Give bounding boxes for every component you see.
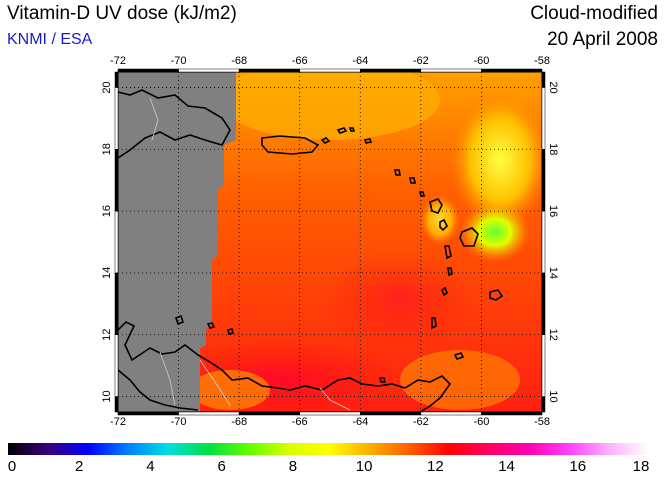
frame-band-left bbox=[114, 149, 119, 212]
lon-label-bottom: -58 bbox=[534, 416, 550, 428]
colorbar-tick-label: 0 bbox=[7, 458, 17, 475]
colorbar-tick-label: 12 bbox=[426, 458, 444, 475]
dose-field bbox=[118, 72, 542, 412]
lon-label-top: -66 bbox=[292, 55, 308, 67]
lon-label-bottom: -72 bbox=[110, 416, 126, 428]
frame-band-left bbox=[114, 396, 119, 413]
colorbar-tick-label: 14 bbox=[498, 458, 515, 475]
colorbar-tick-label: 4 bbox=[146, 458, 155, 475]
lat-label-left: 14 bbox=[101, 267, 113, 279]
frame-band-bottom bbox=[420, 411, 482, 416]
lon-label-bottom: -70 bbox=[171, 416, 187, 428]
lat-label-right: 10 bbox=[547, 390, 559, 402]
frame-band-bottom bbox=[360, 411, 422, 416]
frame-band-bottom bbox=[481, 411, 543, 416]
colorbar bbox=[8, 443, 649, 455]
lon-label-bottom: -62 bbox=[413, 416, 429, 428]
lon-label-bottom: -64 bbox=[352, 416, 368, 428]
lat-label-right: 16 bbox=[547, 205, 559, 217]
lon-label-bottom: -60 bbox=[473, 416, 489, 428]
lat-label-left: 20 bbox=[101, 81, 113, 93]
frame-band-left bbox=[114, 87, 119, 150]
lat-label-right: 12 bbox=[547, 329, 559, 341]
mode-label: Cloud-modified bbox=[530, 3, 658, 24]
frame-band-right bbox=[541, 272, 546, 335]
axis-labels: -72 -72 -70 -70 -68 -68 -66 -66 -64 -64 -62 -62 -60 -… bbox=[101, 55, 559, 428]
date-label: 20 April 2008 bbox=[547, 29, 658, 50]
colorbar-tick-label: 16 bbox=[569, 458, 587, 475]
frame-band-right bbox=[541, 210, 546, 274]
frame-band-right bbox=[541, 334, 546, 397]
lat-label-left: 12 bbox=[101, 329, 113, 341]
colorbar-tick-label: 10 bbox=[355, 458, 373, 475]
coastlines bbox=[117, 89, 504, 413]
frame-band-right bbox=[541, 87, 546, 150]
graticule bbox=[118, 72, 542, 412]
lon-label-top: -62 bbox=[413, 55, 429, 67]
frame-band-top bbox=[238, 68, 300, 73]
frame-bands bbox=[114, 68, 546, 416]
frame-band-top bbox=[420, 68, 482, 73]
lon-label-top: -68 bbox=[231, 55, 247, 67]
lon-label-top: -70 bbox=[171, 55, 187, 67]
lat-label-left: 16 bbox=[101, 205, 113, 217]
frame-band-left bbox=[114, 272, 119, 335]
lon-label-top: -58 bbox=[534, 55, 550, 67]
lat-label-right: 20 bbox=[547, 81, 559, 93]
lat-label-right: 18 bbox=[547, 143, 559, 155]
organization-label: KNMI / ESA bbox=[7, 31, 93, 48]
lon-label-bottom: -66 bbox=[292, 416, 308, 428]
lon-label-bottom: -68 bbox=[231, 416, 247, 428]
borders bbox=[149, 97, 351, 411]
lat-label-left: 10 bbox=[101, 390, 113, 402]
lon-label-top: -64 bbox=[352, 55, 368, 67]
frame-band-left bbox=[114, 71, 119, 88]
frame-band-bottom bbox=[178, 411, 240, 416]
lat-label-left: 18 bbox=[101, 143, 113, 155]
lon-label-top: -72 bbox=[110, 55, 126, 67]
frame-band-top bbox=[481, 68, 543, 73]
frame-band-top bbox=[299, 68, 361, 73]
frame-band-right bbox=[541, 71, 546, 88]
frame-band-right bbox=[541, 149, 546, 212]
frame-band-left bbox=[114, 334, 119, 397]
frame-band-left bbox=[114, 210, 119, 274]
colorbar-tick-label: 6 bbox=[217, 458, 226, 475]
lon-label-top: -60 bbox=[473, 55, 489, 67]
frame-band-top bbox=[178, 68, 240, 73]
lat-label-right: 14 bbox=[547, 267, 559, 279]
colorbar-tick-label: 18 bbox=[632, 458, 650, 475]
frame-band-top bbox=[117, 68, 179, 73]
colorbar-tick-label: 8 bbox=[288, 458, 298, 475]
frame-band-bottom bbox=[299, 411, 361, 416]
frame-band-right bbox=[541, 396, 546, 413]
frame-band-top bbox=[360, 68, 422, 73]
frame-band-bottom bbox=[117, 411, 179, 416]
colorbar-tick-label: 2 bbox=[75, 458, 84, 475]
map-title: Vitamin-D UV dose (kJ/m2) bbox=[7, 3, 237, 24]
frame-band-bottom bbox=[238, 411, 300, 416]
